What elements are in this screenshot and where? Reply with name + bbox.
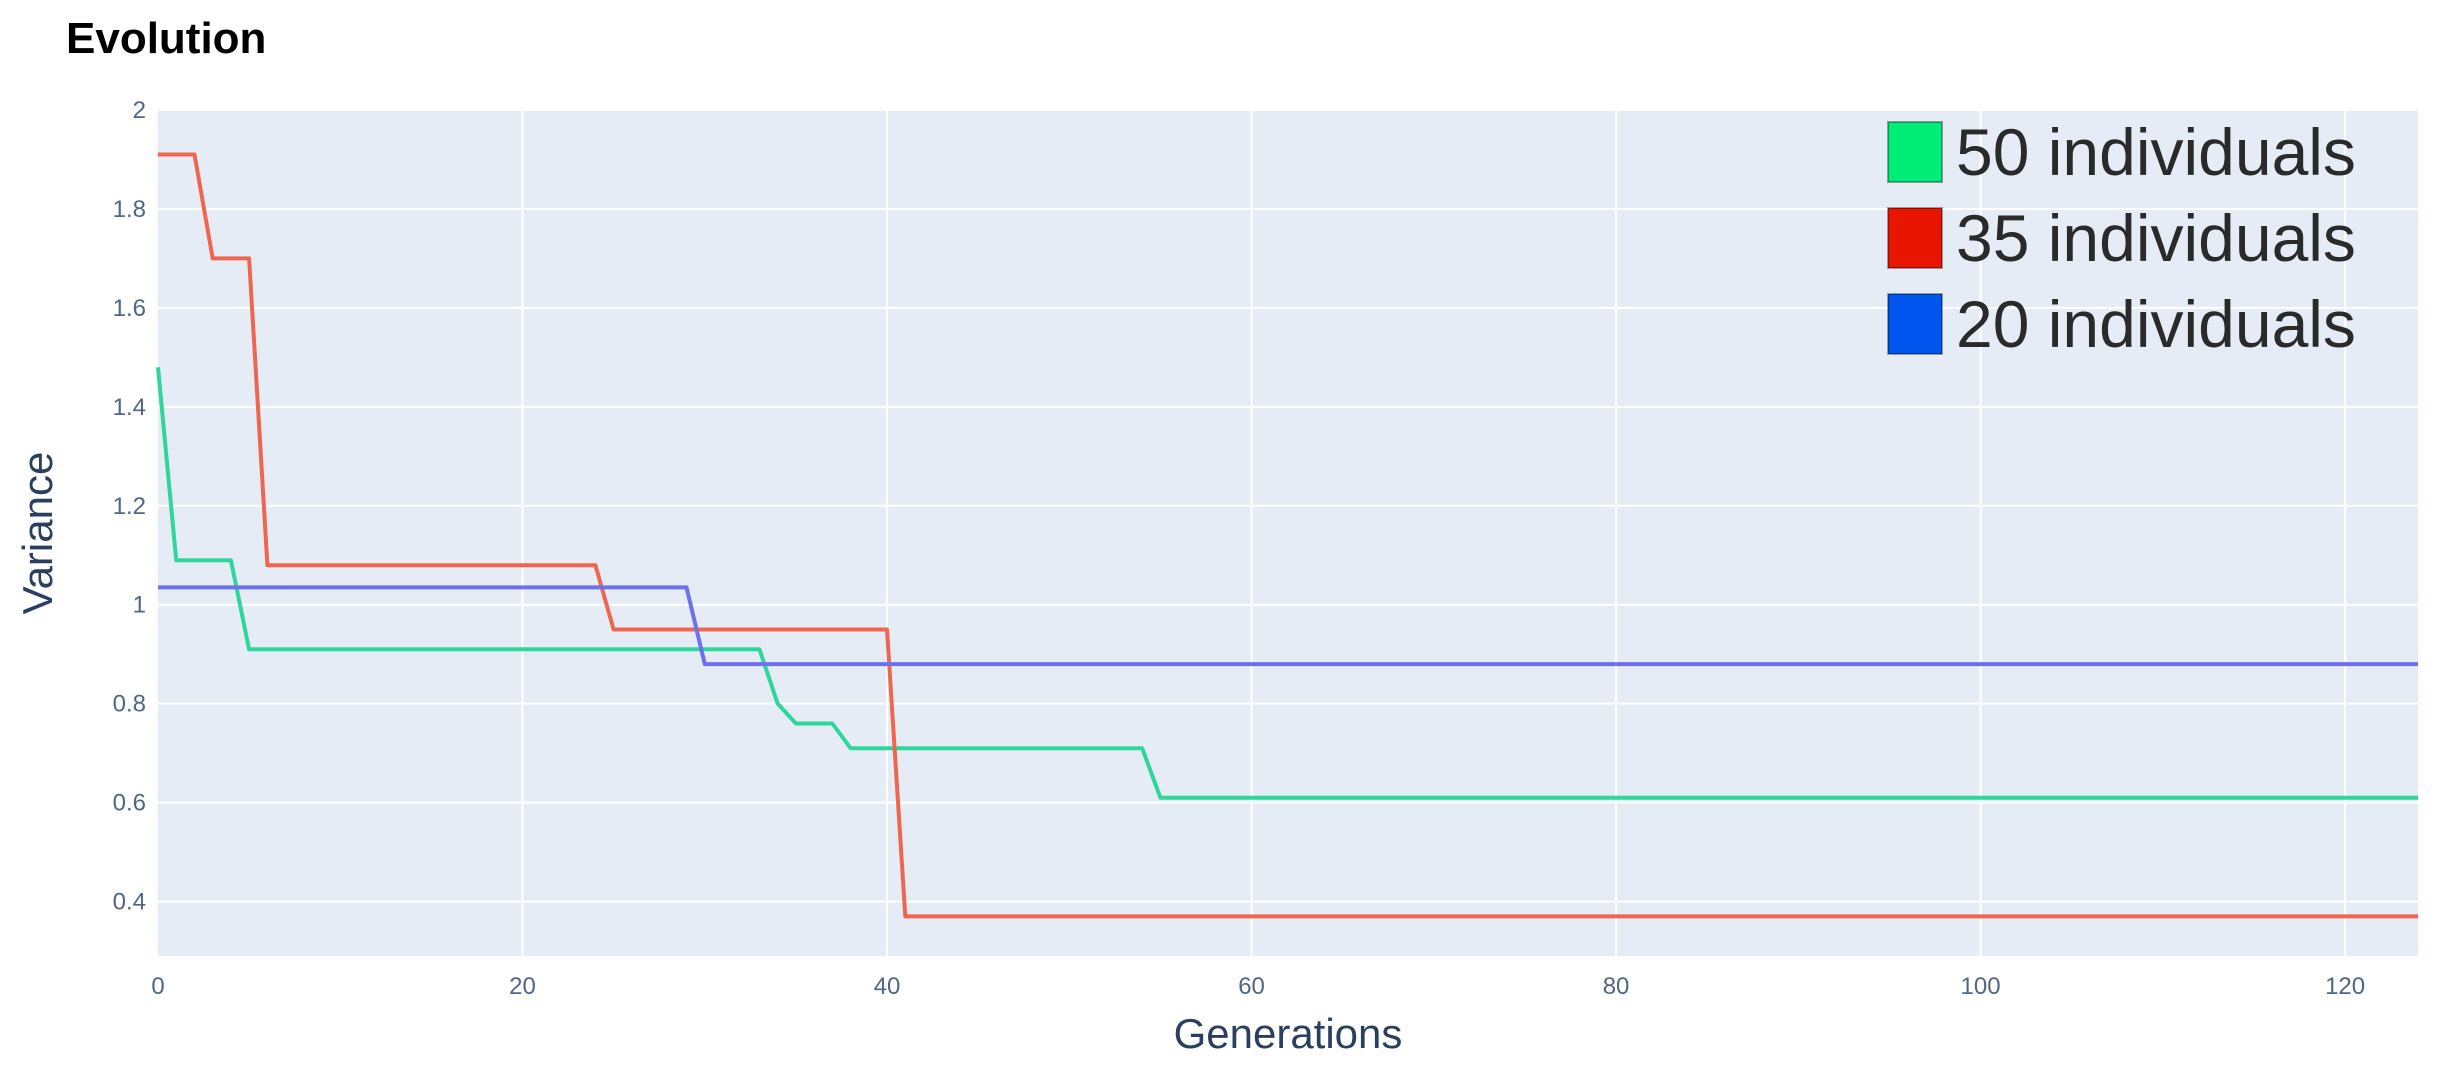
- legend-label: 50 individuals: [1956, 115, 2356, 189]
- x-tick-label: 100: [1961, 973, 2001, 1000]
- legend-label: 20 individuals: [1956, 287, 2356, 361]
- y-tick-label: 1.6: [113, 295, 146, 322]
- y-tick-label: 0.4: [113, 889, 146, 916]
- x-tick-label: 20: [509, 973, 536, 1000]
- legend-swatch: [1887, 293, 1943, 355]
- tick-labels: 0 20 40 60 80 100 120 0.4 0.6 0.8 1 1.2 1.4 1.6 1.8 2: [113, 97, 2365, 1000]
- x-tick-label: 120: [2325, 973, 2365, 1000]
- legend-swatch: [1887, 121, 1943, 183]
- y-tick-label: 1.4: [113, 394, 146, 421]
- series-line: [158, 585, 2418, 667]
- plot-area: [158, 110, 2418, 956]
- chart-title: Evolution: [66, 14, 267, 63]
- legend-item[interactable]: 35 individuals: [1887, 201, 2356, 275]
- series-line: [156, 367, 2418, 800]
- gridlines: [158, 109, 2418, 956]
- x-tick-label: 40: [874, 973, 901, 1000]
- series-line: [158, 152, 2418, 919]
- legend-item[interactable]: 20 individuals: [1887, 287, 2356, 361]
- x-axis-title: Generations: [1174, 1010, 1403, 1057]
- y-tick-label: 0.8: [113, 691, 146, 718]
- y-tick-label: 0.6: [113, 790, 146, 817]
- x-tick-label: 60: [1238, 973, 1265, 1000]
- legend[interactable]: 50 individuals 35 individuals 20 individua…: [1887, 115, 2356, 361]
- legend-item[interactable]: 50 individuals: [1887, 115, 2356, 189]
- x-tick-label: 0: [151, 973, 164, 1000]
- y-tick-label: 1.2: [113, 493, 146, 520]
- x-tick-label: 80: [1603, 973, 1630, 1000]
- legend-label: 35 individuals: [1956, 201, 2356, 275]
- legend-swatch: [1887, 207, 1943, 269]
- y-tick-label: 1.8: [113, 196, 146, 223]
- y-tick-label: 1: [133, 592, 146, 619]
- y-axis-title: Variance: [14, 452, 61, 615]
- y-tick-label: 2: [133, 97, 146, 124]
- series-lines: [156, 152, 2418, 919]
